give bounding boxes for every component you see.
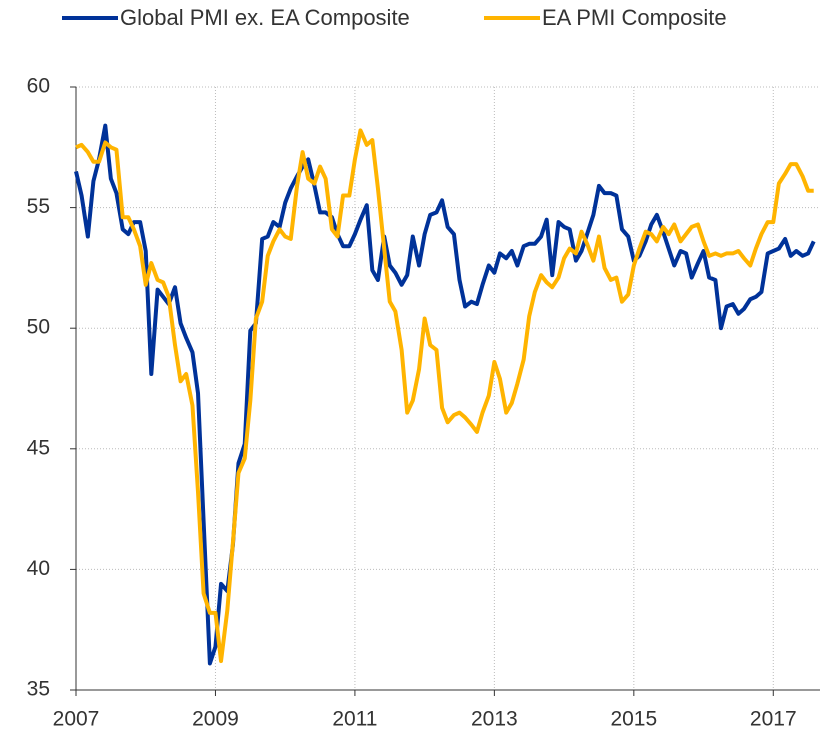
- x-tick-label: 2011: [332, 708, 377, 731]
- y-tick-label: 35: [27, 678, 50, 701]
- legend-label: Global PMI ex. EA Composite: [120, 5, 410, 30]
- legend-label: EA PMI Composite: [542, 5, 727, 30]
- y-tick-label: 50: [27, 316, 50, 339]
- x-tick-label: 2007: [53, 708, 100, 731]
- y-tick-label: 55: [27, 195, 50, 218]
- x-tick-label: 2015: [610, 708, 657, 731]
- y-tick-label: 45: [27, 436, 50, 459]
- x-tick-label: 2017: [750, 708, 797, 731]
- series-line: [75, 128, 814, 664]
- x-tick-label: 2013: [471, 708, 518, 731]
- y-tick-label: 60: [27, 75, 50, 98]
- series-line: [74, 123, 816, 666]
- y-tick-label: 40: [27, 557, 50, 580]
- x-tick-label: 2009: [192, 708, 239, 731]
